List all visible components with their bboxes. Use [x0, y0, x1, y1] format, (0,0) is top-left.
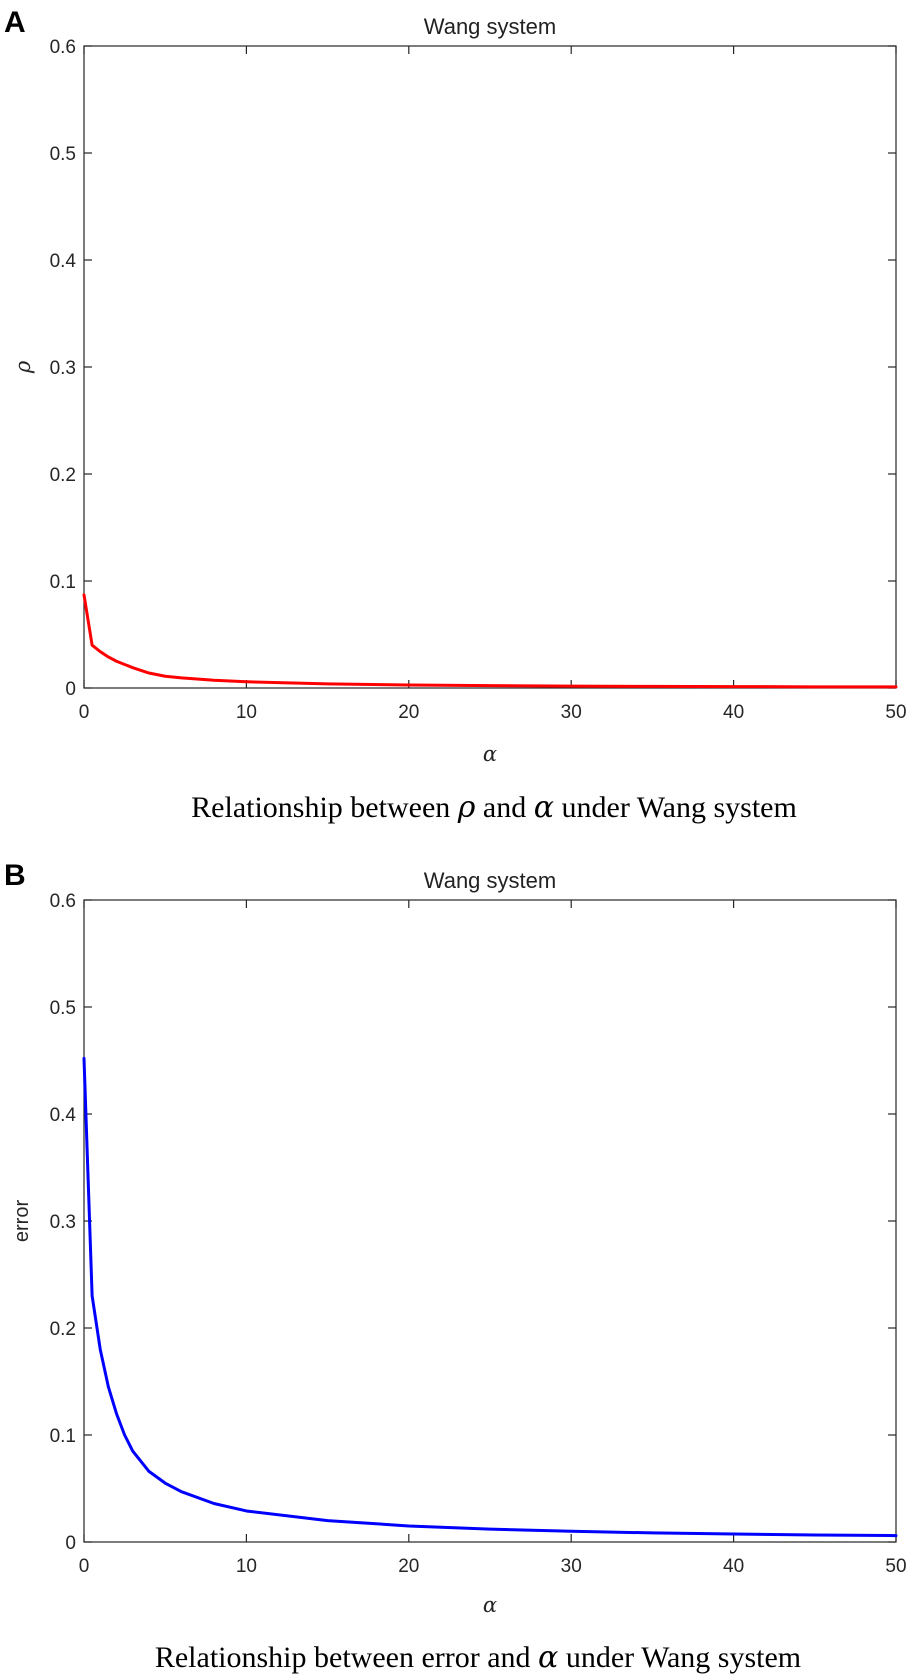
y-tick-label: 0.1: [50, 1426, 76, 1447]
y-tick-label: 0.3: [50, 1212, 76, 1233]
caption-a-part-3: under Wang system: [554, 791, 797, 824]
series-group-a: [82, 593, 898, 689]
x-tick-label: 30: [561, 702, 582, 723]
x-axis-label-b: α: [483, 1593, 497, 1617]
caption-a-part-2: and: [475, 791, 533, 824]
x-axis-label-a: α: [483, 742, 497, 766]
x-tick-label: 30: [561, 1556, 582, 1577]
x-tick-label: 20: [398, 702, 419, 723]
y-axis-label-b: error: [11, 1200, 33, 1243]
y-tick-label: 0.5: [50, 998, 76, 1019]
ticks-a: 0 10 20 30 40 50 0 0.1 0.2 0.3 0.4 0.5 0.6: [50, 37, 907, 723]
x-tick-label: 10: [236, 702, 257, 723]
panel-a: A Wang system 0 10 20 30 40 50 0 0.1 0.2 0.3 0.4 0.…: [4, 6, 907, 825]
caption-a-part-1: Relationship between: [191, 791, 458, 824]
x-tick-label: 40: [723, 1556, 744, 1577]
y-tick-label: 0.4: [50, 251, 77, 272]
panel-letter-b: B: [4, 859, 26, 892]
y-tick-label: 0: [65, 679, 76, 700]
y-tick-label: 0.3: [50, 358, 76, 379]
series-line: [82, 593, 898, 689]
y-tick-label: 0.1: [50, 572, 76, 593]
caption-b-part-1: Relationship between error and: [155, 1641, 538, 1674]
x-tick-label: 0: [79, 702, 90, 723]
y-tick-label: 0.6: [50, 37, 76, 58]
y-tick-label: 0.2: [50, 1319, 76, 1340]
y-axis-label-a: ρ: [11, 360, 35, 374]
y-tick-label: 0.4: [50, 1105, 77, 1126]
series-group-b: [82, 1056, 898, 1538]
plot-area-a: [83, 45, 897, 689]
plot-area-b: [83, 899, 897, 1543]
caption-b: Relationship between error and α under W…: [155, 1640, 801, 1675]
caption-b-part-2: under Wang system: [558, 1641, 801, 1674]
caption-a-alpha: α: [534, 790, 554, 825]
panel-letter-a: A: [4, 6, 26, 39]
x-tick-label: 50: [885, 702, 906, 723]
y-tick-label: 0.6: [50, 891, 76, 912]
chart-title-b: Wang system: [424, 868, 556, 893]
series-line: [82, 1056, 898, 1538]
x-tick-label: 50: [885, 1556, 906, 1577]
y-tick-label: 0.5: [50, 144, 76, 165]
y-tick-label: 0.2: [50, 465, 76, 486]
caption-a: Relationship between ρ and α under Wang …: [191, 790, 797, 825]
x-tick-label: 20: [398, 1556, 419, 1577]
caption-b-alpha: α: [538, 1640, 558, 1675]
y-tick-label: 0: [65, 1533, 76, 1554]
panel-b: B Wang system 0 10 20 30 40 50 0 0.1 0.2 0.3 0.4 0.…: [4, 859, 907, 1675]
chart-title-a: Wang system: [424, 14, 556, 39]
x-tick-label: 10: [236, 1556, 257, 1577]
x-tick-label: 40: [723, 702, 744, 723]
ticks-b: 0 10 20 30 40 50 0 0.1 0.2 0.3 0.4 0.5 0.6: [50, 891, 907, 1577]
caption-a-rho: ρ: [457, 790, 476, 825]
x-tick-label: 0: [79, 1556, 90, 1577]
